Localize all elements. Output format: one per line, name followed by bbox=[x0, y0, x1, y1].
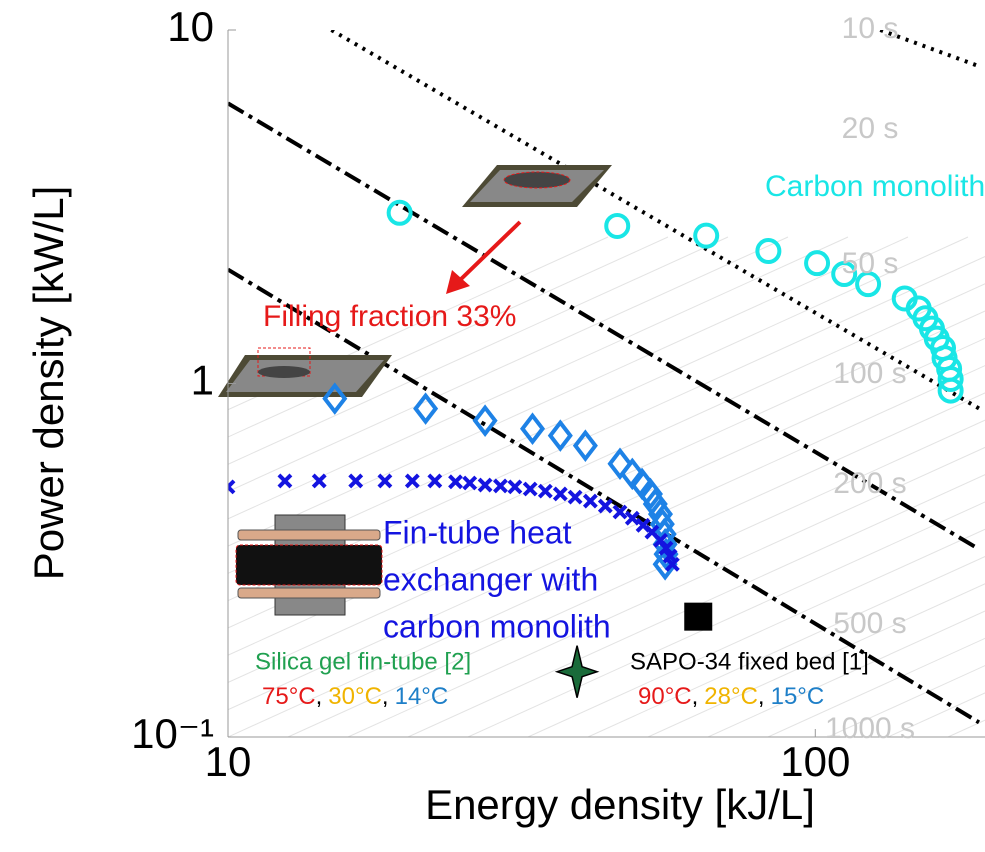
y-tick-label: 10⁻¹ bbox=[131, 710, 214, 757]
fin bbox=[238, 588, 380, 598]
time-label: 200 s bbox=[833, 467, 906, 500]
y-axis-label: Power density [kW/L] bbox=[25, 186, 72, 580]
sample bbox=[258, 366, 310, 378]
condition: 14°C bbox=[395, 683, 449, 710]
chart: 1010010⁻¹11010 s20 s50 s100 s200 s500 s1… bbox=[0, 0, 985, 852]
annotation: carbon monolith bbox=[383, 608, 611, 644]
annotation: SAPO-34 fixed bed [1] bbox=[630, 648, 869, 675]
condition: 15°C bbox=[771, 683, 825, 710]
condition: 28°C bbox=[704, 683, 758, 710]
separator: , bbox=[692, 683, 699, 710]
annotation: Fin-tube heat bbox=[383, 514, 572, 550]
time-label: 20 s bbox=[842, 112, 899, 145]
x-axis-label: Energy density [kJ/L] bbox=[425, 781, 815, 828]
condition: 30°C bbox=[328, 683, 382, 710]
conditions: 90°C,28°C,15°C bbox=[638, 683, 824, 710]
condition: 90°C bbox=[638, 683, 692, 710]
fin bbox=[238, 530, 380, 540]
y-tick-label: 10 bbox=[167, 3, 214, 50]
annotation: Filling fraction 33% bbox=[263, 300, 516, 333]
sample bbox=[504, 172, 570, 188]
time-label: 100 s bbox=[833, 357, 906, 390]
separator: , bbox=[316, 683, 323, 710]
condition: 75°C bbox=[262, 683, 316, 710]
time-label: 50 s bbox=[842, 247, 899, 280]
annotation: exchanger with bbox=[383, 561, 598, 597]
conditions: 75°C,30°C,14°C bbox=[262, 683, 448, 710]
annotation: Silica gel fin-tube [2] bbox=[255, 648, 471, 675]
time-label: 10 s bbox=[842, 12, 899, 45]
separator: , bbox=[758, 683, 765, 710]
x-tick-label: 100 bbox=[780, 738, 850, 785]
time-label: 1000 s bbox=[825, 712, 915, 745]
page: 1010010⁻¹11010 s20 s50 s100 s200 s500 s1… bbox=[0, 0, 985, 852]
time-label: 500 s bbox=[833, 607, 906, 640]
square-marker bbox=[684, 603, 712, 631]
y-tick-label: 1 bbox=[191, 357, 214, 404]
annotation: Carbon monolith bbox=[765, 170, 985, 203]
separator: , bbox=[382, 683, 389, 710]
monolith bbox=[236, 545, 382, 585]
